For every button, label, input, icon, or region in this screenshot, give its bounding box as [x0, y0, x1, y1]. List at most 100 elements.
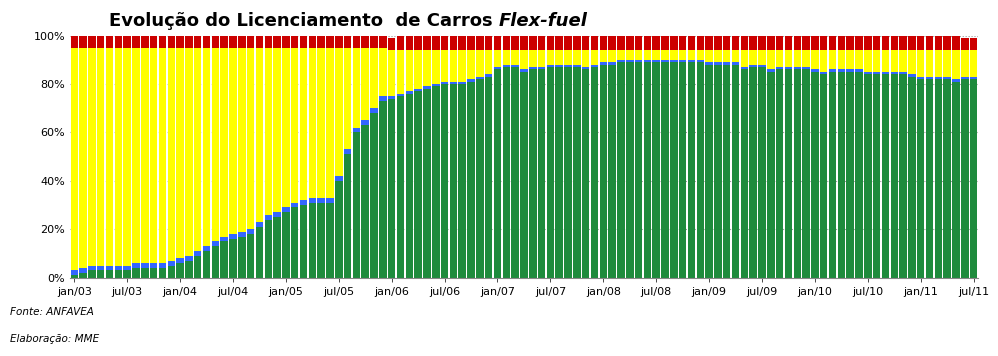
- Bar: [793, 50, 801, 67]
- Bar: [784, 36, 792, 50]
- Bar: [239, 232, 246, 236]
- Bar: [186, 36, 193, 48]
- Bar: [326, 198, 333, 203]
- Bar: [317, 48, 325, 198]
- Bar: [388, 38, 395, 50]
- Bar: [547, 36, 554, 50]
- Bar: [600, 50, 607, 62]
- Bar: [159, 263, 167, 268]
- Bar: [820, 72, 827, 74]
- Bar: [255, 48, 263, 222]
- Bar: [441, 82, 448, 84]
- Bar: [855, 69, 862, 72]
- Bar: [370, 36, 378, 48]
- Bar: [476, 36, 484, 50]
- Bar: [970, 38, 977, 50]
- Bar: [793, 67, 801, 69]
- Bar: [414, 50, 422, 89]
- Bar: [881, 50, 889, 72]
- Bar: [194, 36, 202, 48]
- Bar: [653, 50, 660, 60]
- Bar: [494, 67, 501, 69]
- Bar: [732, 62, 740, 65]
- Bar: [573, 67, 581, 278]
- Bar: [706, 50, 713, 62]
- Bar: [308, 48, 316, 198]
- Bar: [397, 36, 404, 50]
- Bar: [600, 65, 607, 278]
- Bar: [837, 72, 845, 278]
- Bar: [423, 36, 431, 50]
- Bar: [352, 36, 360, 48]
- Bar: [79, 36, 87, 48]
- Bar: [344, 48, 351, 150]
- Bar: [837, 36, 845, 50]
- Bar: [697, 36, 704, 50]
- Bar: [388, 96, 395, 99]
- Bar: [917, 50, 924, 77]
- Bar: [881, 74, 889, 278]
- Bar: [150, 36, 158, 48]
- Bar: [917, 77, 924, 79]
- Bar: [150, 263, 158, 268]
- Bar: [662, 62, 669, 278]
- Bar: [106, 36, 114, 48]
- Bar: [873, 50, 880, 72]
- Bar: [212, 36, 220, 48]
- Bar: [706, 62, 713, 65]
- Bar: [106, 48, 114, 266]
- Bar: [124, 266, 131, 271]
- Bar: [828, 36, 836, 50]
- Bar: [926, 77, 933, 79]
- Bar: [591, 50, 598, 65]
- Bar: [926, 36, 933, 50]
- Bar: [715, 50, 722, 62]
- Bar: [749, 50, 756, 65]
- Bar: [662, 60, 669, 62]
- Bar: [741, 50, 748, 67]
- Bar: [159, 36, 167, 48]
- Bar: [715, 36, 722, 50]
- Bar: [529, 50, 537, 67]
- Bar: [617, 36, 625, 50]
- Bar: [864, 36, 871, 50]
- Bar: [723, 36, 731, 50]
- Bar: [335, 48, 342, 176]
- Bar: [837, 69, 845, 72]
- Bar: [115, 48, 122, 266]
- Bar: [485, 36, 492, 50]
- Bar: [846, 69, 854, 72]
- Bar: [732, 65, 740, 278]
- Bar: [255, 227, 263, 278]
- Bar: [97, 48, 105, 266]
- Bar: [282, 48, 289, 208]
- Bar: [617, 60, 625, 62]
- Bar: [326, 203, 333, 278]
- Bar: [609, 65, 616, 278]
- Bar: [230, 239, 237, 278]
- Bar: [688, 50, 696, 60]
- Bar: [679, 50, 687, 60]
- Bar: [802, 67, 809, 69]
- Bar: [397, 50, 404, 94]
- Text: Flex-fuel: Flex-fuel: [499, 12, 588, 31]
- Bar: [467, 79, 475, 82]
- Bar: [864, 50, 871, 72]
- Bar: [388, 50, 395, 96]
- Bar: [203, 251, 211, 278]
- Bar: [247, 36, 254, 48]
- Bar: [741, 36, 748, 50]
- Bar: [688, 36, 696, 50]
- Bar: [890, 50, 898, 72]
- Bar: [890, 74, 898, 278]
- Bar: [239, 36, 246, 48]
- Bar: [547, 67, 554, 278]
- Bar: [423, 50, 431, 87]
- Bar: [503, 67, 510, 278]
- Bar: [432, 50, 439, 84]
- Bar: [141, 36, 149, 48]
- Bar: [952, 36, 960, 50]
- Bar: [529, 36, 537, 50]
- Bar: [273, 36, 280, 48]
- Bar: [741, 69, 748, 278]
